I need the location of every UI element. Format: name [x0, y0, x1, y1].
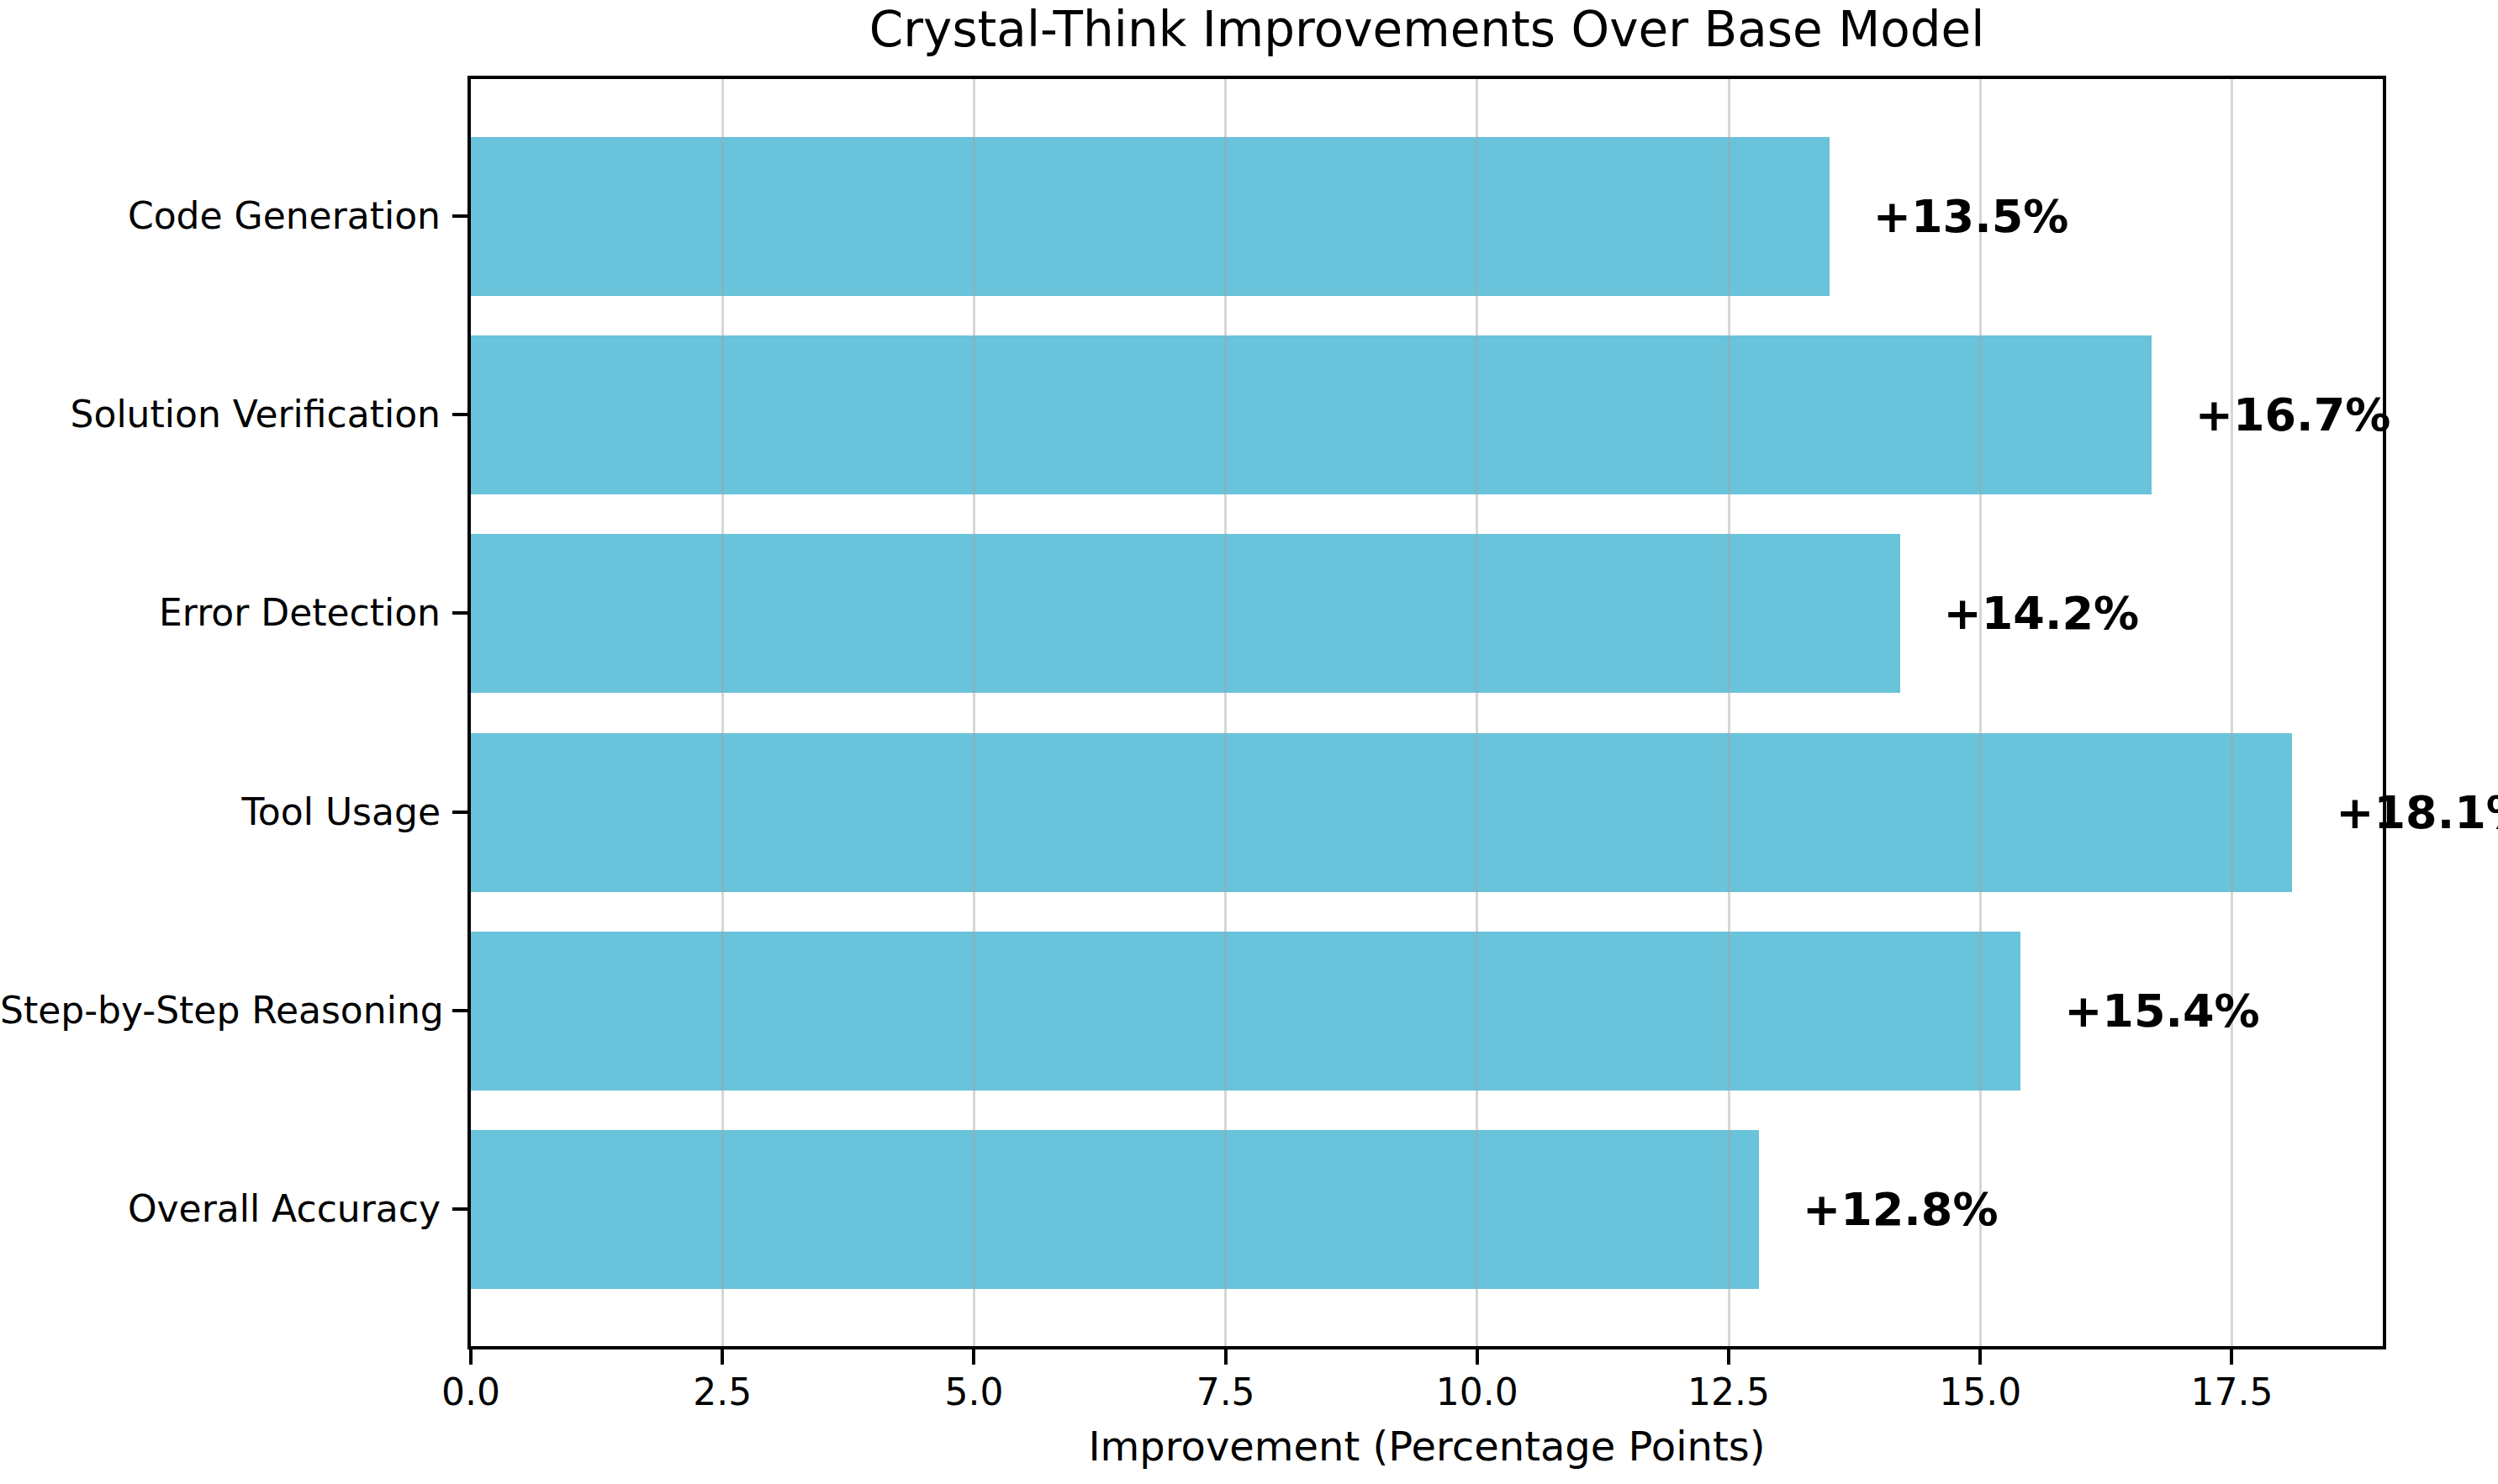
gridline: [973, 79, 975, 1346]
y-tick-label: Tool Usage: [0, 787, 441, 837]
x-tick-mark: [1476, 1349, 1479, 1365]
x-tick-label: 0.0: [441, 1371, 500, 1413]
chart-title: Crystal-Think Improvements Over Base Mod…: [467, 3, 2386, 55]
x-tick-mark: [972, 1349, 975, 1365]
x-tick-label: 12.5: [1687, 1371, 1770, 1413]
y-tick-label: Step-by-Step Reasoning: [0, 985, 441, 1036]
y-tick-mark: [452, 811, 467, 814]
bar: [471, 733, 2292, 892]
y-tick-mark: [452, 1207, 467, 1211]
x-tick-mark: [721, 1349, 724, 1365]
bar: [471, 137, 1830, 296]
bar-value-label: +12.8%: [1803, 1183, 1999, 1236]
bar-value-label: +16.7%: [2195, 388, 2391, 441]
x-tick-label: 2.5: [693, 1371, 752, 1413]
gridline: [1979, 79, 1982, 1346]
bar: [471, 932, 2020, 1091]
x-tick-label: 7.5: [1196, 1371, 1255, 1413]
y-tick-mark: [452, 214, 467, 218]
y-tick-label: Code Generation: [0, 191, 441, 241]
gridline: [2231, 79, 2233, 1346]
bar-value-label: +13.5%: [1873, 190, 2069, 243]
x-tick-label: 5.0: [944, 1371, 1003, 1413]
x-tick-label: 17.5: [2190, 1371, 2273, 1413]
y-tick-label: Error Detection: [0, 588, 441, 638]
bar-value-label: +18.1%: [2336, 786, 2498, 839]
gridline: [1224, 79, 1227, 1346]
x-tick-label: 15.0: [1939, 1371, 2021, 1413]
figure: Crystal-Think Improvements Over Base Mod…: [0, 0, 2498, 1484]
gridline: [1728, 79, 1730, 1346]
x-axis-label: Improvement (Percentage Points): [467, 1423, 2386, 1470]
plot-area: +13.5%+16.7%+14.2%+18.1%+15.4%+12.8%: [467, 76, 2386, 1349]
bar: [471, 534, 1900, 693]
y-tick-mark: [452, 413, 467, 416]
bar-value-label: +15.4%: [2064, 985, 2260, 1038]
y-tick-label: Overall Accuracy: [0, 1184, 441, 1234]
x-tick-label: 10.0: [1436, 1371, 1518, 1413]
bar-value-label: +14.2%: [1944, 587, 2140, 640]
y-tick-label: Solution Verification: [0, 389, 441, 440]
x-tick-mark: [1978, 1349, 1982, 1365]
y-tick-mark: [452, 1009, 467, 1012]
x-tick-mark: [469, 1349, 473, 1365]
x-tick-mark: [1224, 1349, 1228, 1365]
gridline: [721, 79, 724, 1346]
bar: [471, 1130, 1759, 1289]
x-tick-mark: [1727, 1349, 1730, 1365]
gridline: [1476, 79, 1478, 1346]
x-tick-mark: [2230, 1349, 2233, 1365]
y-tick-mark: [452, 611, 467, 615]
